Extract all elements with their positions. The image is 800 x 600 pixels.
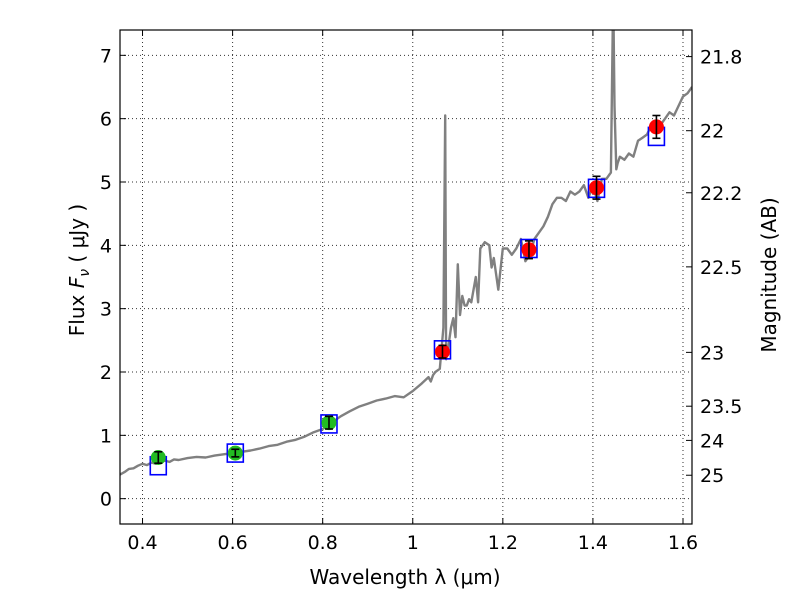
y2-tick-label: 25 xyxy=(700,465,724,487)
y2-tick-label: 22.5 xyxy=(700,257,742,279)
y-tick-label: 3 xyxy=(100,299,112,321)
y2-axis-label: Magnitude (AB) xyxy=(757,197,781,352)
x-axis-label: Wavelength λ (μm) xyxy=(309,565,500,589)
x-tick-label: 1.6 xyxy=(668,532,698,554)
plot-area xyxy=(120,30,692,476)
y-tick-label: 6 xyxy=(100,109,112,131)
x-tick-label: 0.6 xyxy=(217,532,247,554)
y-axis-label: Flux Fν ( μJy ) xyxy=(65,204,93,336)
plot-frame xyxy=(119,29,693,525)
y2-tick-label: 24 xyxy=(700,430,724,452)
y-tick-label: 5 xyxy=(100,172,112,194)
x-tick-label: 1 xyxy=(407,532,419,554)
y-tick-label: 7 xyxy=(100,45,112,67)
y-tick-label: 4 xyxy=(100,235,112,257)
y2-tick-label: 23 xyxy=(700,342,724,364)
x-tick-label: 0.4 xyxy=(127,532,157,554)
model-photometry-square xyxy=(320,414,338,434)
y2-tick-label: 21.8 xyxy=(700,47,742,69)
y-tick-label: 2 xyxy=(100,362,112,384)
x-tick-label: 1.2 xyxy=(488,532,518,554)
y2-tick-label: 22.2 xyxy=(700,183,742,205)
model-photometry-square xyxy=(226,443,245,463)
y-tick-label: 1 xyxy=(100,425,112,447)
y2-tick-label: 22 xyxy=(700,121,724,143)
x-tick-label: 1.4 xyxy=(578,532,608,554)
axes-frame xyxy=(119,29,693,525)
y2-tick-label: 23.5 xyxy=(700,396,742,418)
x-tick-label: 0.8 xyxy=(308,532,338,554)
y-tick-label: 0 xyxy=(100,489,112,511)
spectrum-line xyxy=(120,30,692,476)
grid-lines xyxy=(120,30,692,524)
